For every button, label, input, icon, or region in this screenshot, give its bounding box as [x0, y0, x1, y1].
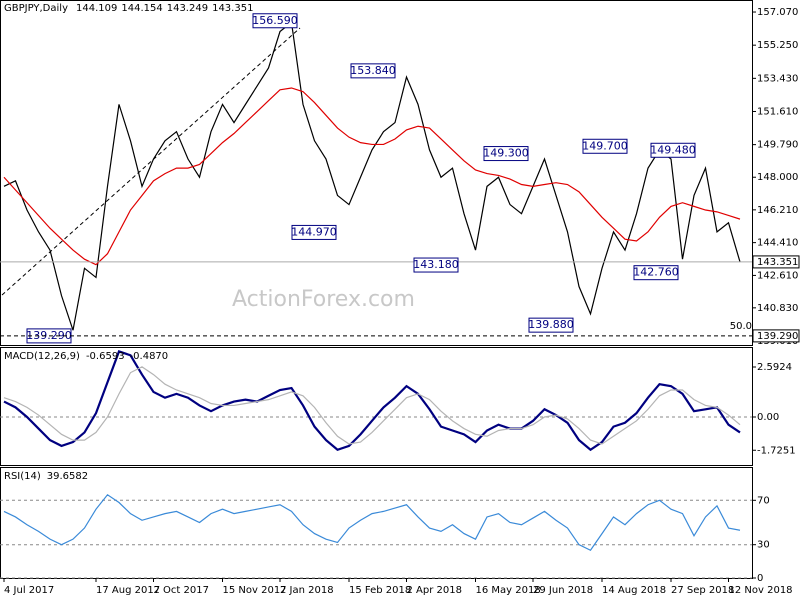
panel-title: RSI(14) [4, 471, 41, 482]
series-line [3, 493, 741, 552]
y-tick-label: 157.070 [757, 7, 798, 18]
annotation-box [413, 257, 459, 273]
annotation-label: 149.480 [650, 143, 696, 156]
trend-line [1, 27, 301, 296]
annotation-label: 139.880 [528, 318, 574, 331]
indicator-value: -0.4870 [130, 351, 169, 362]
chart-title: GBPJPY,Daily [4, 3, 68, 14]
indicator-value: 39.6582 [47, 471, 88, 482]
y-tick-label: -1.7251 [757, 445, 796, 456]
y-tick-label: 151.610 [757, 106, 798, 117]
x-tick-label: 29 Jun 2018 [533, 585, 593, 596]
annotation-label: 142.760 [633, 266, 679, 279]
series-line [3, 350, 741, 452]
y-tick-label: 149.790 [757, 140, 798, 151]
x-tick-label: 14 Aug 2018 [602, 585, 666, 596]
annotation-box [252, 13, 298, 29]
y-tick-label: 144.410 [757, 238, 798, 249]
y-tick-label: 155.250 [757, 40, 798, 51]
y-tick-label: 0 [757, 573, 763, 584]
annotation-box [582, 138, 628, 154]
panel-frame [0, 347, 753, 466]
y-tick-label: 140.830 [757, 303, 798, 314]
price-box [752, 255, 800, 269]
y-tick-label: 146.210 [757, 205, 798, 216]
y-tick-label: 153.430 [757, 73, 798, 84]
annotation-box [291, 224, 337, 240]
x-tick-label: 4 Jul 2017 [4, 585, 54, 596]
watermark: ActionForex.com [232, 287, 415, 312]
support-box [752, 329, 800, 343]
panel-frame [0, 467, 753, 579]
price-box-label: 143.351 [757, 257, 798, 268]
x-tick-label: 2 Oct 2017 [154, 585, 209, 596]
x-tick-label: 15 Nov 2017 [223, 585, 287, 596]
y-tick-label: 0.00 [757, 412, 779, 423]
y-tick-label: 70 [757, 495, 770, 506]
y-tick-label: 148.000 [757, 172, 798, 183]
series-line [3, 21, 741, 331]
x-tick-label: 12 Nov 2018 [729, 585, 793, 596]
annotation-label: 153.840 [350, 64, 396, 77]
x-tick-label: 2 Apr 2018 [407, 585, 462, 596]
series-line [3, 87, 741, 266]
ohlc-value: 144.154 [121, 3, 162, 14]
annotation-label: 149.300 [483, 147, 529, 160]
x-tick-label: 15 Feb 2018 [349, 585, 411, 596]
annotation-label: 144.970 [291, 225, 337, 238]
annotation-box [528, 317, 574, 333]
annotation-box [633, 265, 679, 281]
x-tick-label: 17 Aug 2017 [96, 585, 160, 596]
support-box-label: 139.290 [757, 331, 798, 342]
series-line [3, 366, 741, 445]
annotation-box [483, 146, 529, 162]
x-tick-label: 27 Sep 2018 [671, 585, 734, 596]
ohlc-value: 143.249 [167, 3, 208, 14]
y-tick-label: 30 [757, 540, 770, 551]
x-tick-label: 2 Jan 2018 [280, 585, 334, 596]
panel-frame [0, 0, 753, 346]
y-tick-label: 142.610 [757, 270, 798, 281]
ohlc-value: 144.109 [76, 3, 117, 14]
panel-title: MACD(12,26,9) [4, 351, 80, 362]
annotation-box [350, 63, 396, 79]
annotation-label: 156.590 [252, 14, 298, 27]
annotation-label: 149.700 [582, 139, 628, 152]
fib-label: 50.0 [730, 321, 752, 332]
indicator-value: -0.6593 [86, 351, 125, 362]
annotation-label: 143.180 [413, 258, 459, 271]
ohlc-value: 143.351 [212, 3, 253, 14]
y-tick-label: 2.5924 [757, 362, 792, 373]
x-tick-label: 16 May 2018 [476, 585, 541, 596]
annotation-box [650, 142, 696, 158]
